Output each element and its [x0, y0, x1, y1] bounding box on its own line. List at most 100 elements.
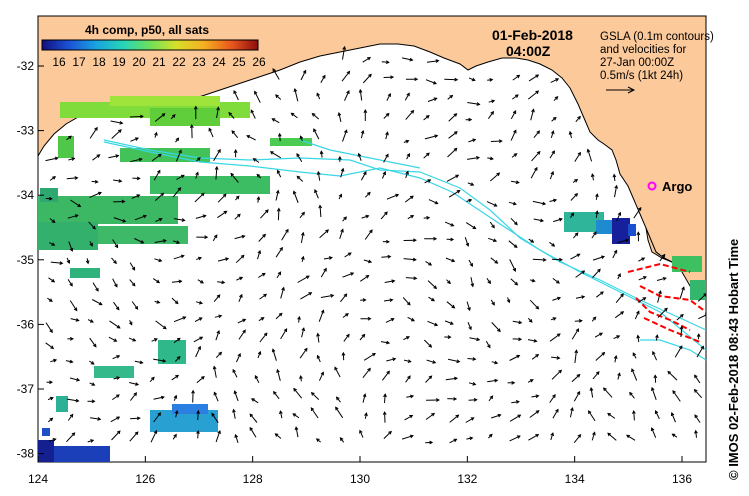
velocity-arrow — [656, 277, 666, 281]
velocity-arrow — [591, 231, 597, 239]
velocity-arrow-head — [132, 338, 137, 342]
velocity-arrow — [151, 153, 162, 162]
velocity-arrow — [214, 315, 222, 318]
velocity-arrow-head — [305, 275, 310, 279]
velocity-arrow — [231, 130, 239, 139]
velocity-arrow — [468, 259, 473, 267]
colorbar-tick-label: 23 — [192, 55, 206, 69]
velocity-arrow — [638, 257, 645, 262]
velocity-arrow-head — [213, 391, 218, 396]
velocity-arrow-head — [236, 213, 241, 218]
velocity-arrow-head — [555, 78, 560, 82]
velocity-arrow — [270, 151, 282, 159]
velocity-arrow-head — [385, 60, 390, 65]
velocity-arrow-head — [48, 298, 53, 302]
velocity-arrow-head — [514, 281, 519, 286]
velocity-arrow — [491, 414, 501, 419]
velocity-arrow-head — [134, 431, 139, 436]
velocity-arrow — [112, 278, 118, 287]
velocity-arrow-head — [157, 153, 162, 158]
velocity-arrow — [175, 410, 178, 418]
velocity-arrow-head — [431, 297, 435, 302]
velocity-arrow-head — [361, 333, 366, 338]
velocity-arrow-head — [153, 429, 158, 434]
velocity-arrow — [131, 301, 139, 310]
velocity-arrow-head — [297, 315, 301, 320]
velocity-arrow-head — [704, 313, 706, 317]
velocity-arrow-head — [693, 388, 698, 393]
velocity-arrow-head — [428, 344, 433, 348]
velocity-arrow-head — [75, 318, 80, 322]
velocity-arrow-head — [395, 193, 400, 198]
velocity-arrow — [529, 299, 539, 310]
velocity-arrow — [359, 430, 364, 438]
colorbar-tick-label: 26 — [252, 55, 266, 69]
velocity-arrow — [590, 387, 594, 398]
x-tick-label: 124 — [28, 472, 48, 486]
velocity-arrow-head — [316, 354, 321, 359]
velocity-arrow-head — [362, 298, 367, 302]
colorbar-tick-label: 25 — [232, 55, 246, 69]
velocity-arrow — [469, 337, 480, 341]
velocity-arrow-head — [299, 135, 304, 140]
velocity-arrow-head — [301, 231, 305, 236]
velocity-arrow-head — [637, 206, 642, 211]
velocity-arrow-head — [577, 433, 582, 438]
velocity-arrow-head — [71, 432, 76, 437]
velocity-arrow — [426, 359, 436, 364]
velocity-arrow-head — [368, 73, 372, 78]
velocity-arrow-head — [455, 174, 460, 179]
velocity-arrow-head — [342, 45, 347, 50]
velocity-arrow — [587, 149, 593, 162]
velocity-arrow — [612, 250, 618, 259]
velocity-arrow — [607, 413, 616, 419]
velocity-arrow — [280, 287, 285, 299]
velocity-arrow — [311, 392, 320, 400]
velocity-arrow-head — [539, 218, 545, 223]
velocity-arrow — [383, 154, 389, 163]
velocity-arrow-head — [277, 271, 282, 276]
velocity-arrow — [291, 112, 298, 119]
velocity-arrow — [549, 199, 557, 202]
colorbar-tick-label: 24 — [212, 55, 226, 69]
velocity-arrow-head — [367, 316, 372, 321]
velocity-arrow — [213, 366, 217, 378]
velocity-arrow-head — [664, 307, 668, 312]
velocity-arrow — [383, 113, 390, 119]
velocity-arrow-head — [131, 282, 136, 287]
velocity-arrow-head — [276, 169, 281, 174]
velocity-arrow-head — [279, 410, 283, 415]
velocity-arrow — [112, 355, 120, 360]
velocity-arrow — [299, 348, 308, 359]
velocity-arrow-head — [290, 112, 295, 117]
velocity-arrow — [592, 256, 605, 261]
velocity-arrow — [108, 336, 117, 342]
velocity-arrow — [552, 409, 559, 419]
velocity-arrow — [383, 299, 393, 302]
velocity-arrow — [173, 316, 186, 323]
velocity-arrow-head — [345, 313, 349, 317]
velocity-arrow-head — [511, 380, 516, 385]
velocity-arrow — [318, 372, 324, 381]
velocity-arrow — [485, 340, 491, 348]
velocity-arrow-head — [696, 333, 701, 338]
velocity-arrow — [234, 213, 241, 220]
velocity-arrow-head — [491, 301, 495, 306]
velocity-arrow — [487, 111, 494, 119]
velocity-arrow-head — [94, 179, 99, 184]
velocity-arrow — [197, 410, 199, 421]
velocity-arrow-head — [178, 149, 182, 154]
velocity-arrow — [197, 430, 199, 439]
velocity-arrow-head — [233, 390, 238, 395]
velocity-arrow — [217, 193, 227, 203]
velocity-arrow-head — [632, 352, 637, 357]
velocity-arrow-head — [576, 373, 581, 378]
velocity-arrow — [362, 368, 371, 379]
velocity-arrow-head — [74, 214, 79, 218]
velocity-arrow-head — [254, 374, 259, 379]
velocity-arrow-head — [514, 94, 519, 98]
velocity-arrow — [320, 294, 334, 298]
velocity-arrow-head — [91, 399, 96, 404]
velocity-arrow-head — [552, 317, 557, 321]
velocity-arrow-head — [334, 366, 338, 371]
